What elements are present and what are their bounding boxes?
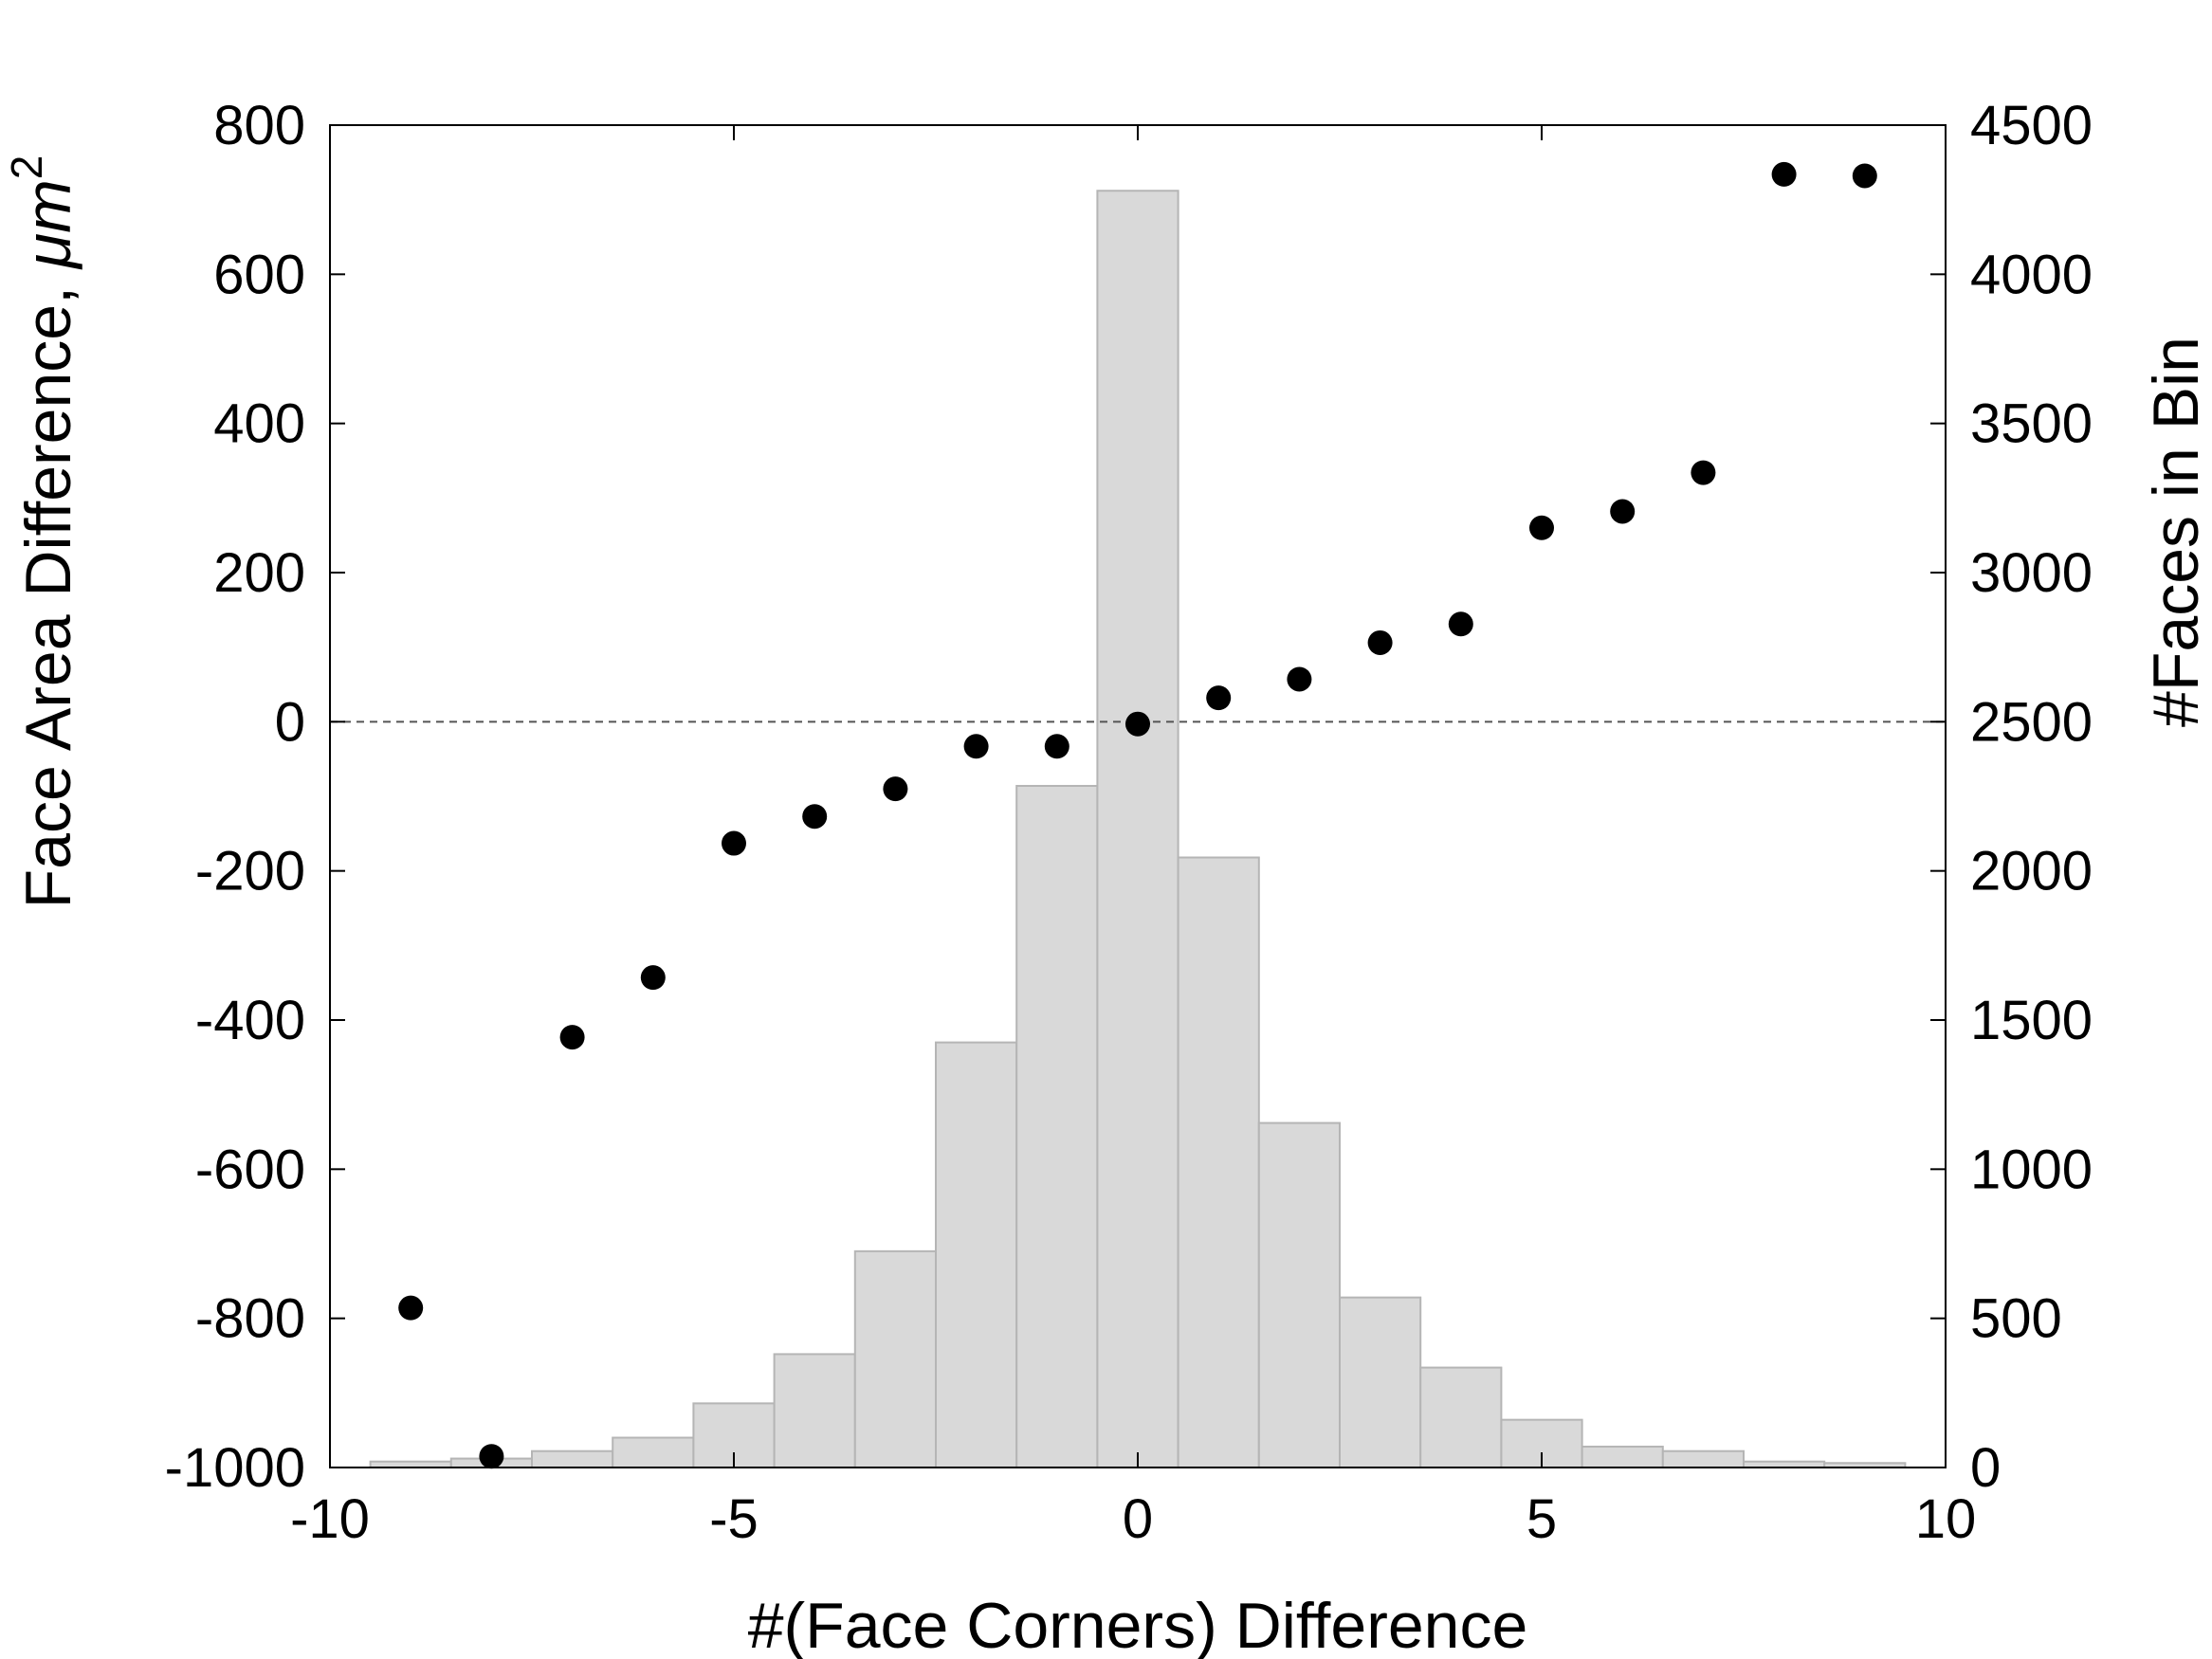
y-right-tick-label: 3000 (1970, 542, 2093, 604)
histogram-bar (1015, 784, 1099, 1468)
histogram-bar (1257, 1121, 1342, 1469)
x-tick-labels: -10 -5 0 5 10 (290, 1488, 1976, 1550)
y-right-tick-label: 500 (1970, 1288, 2062, 1350)
scatter-point (479, 1444, 504, 1469)
scatter-point (722, 830, 746, 856)
x-axis-title: #(Face Corners) Difference (748, 1590, 1528, 1659)
y-right-tick-label: 3500 (1970, 393, 2093, 455)
scatter-point (640, 965, 666, 991)
y-left-tick-label: 0 (275, 691, 305, 753)
y-right-tick-label: 0 (1970, 1437, 2001, 1499)
histogram-bar (1177, 856, 1260, 1468)
scatter-layer (398, 161, 1877, 1469)
y-right-tick-label: 2500 (1970, 691, 2093, 753)
scatter-point (1125, 711, 1150, 737)
histogram-layer (369, 190, 1907, 1469)
histogram-bar (1581, 1445, 1664, 1469)
scatter-point (1529, 515, 1554, 540)
scatter-point (1044, 734, 1069, 759)
y-left-tick-label: 600 (213, 244, 305, 305)
x-tick-label: 10 (1915, 1488, 1977, 1550)
x-tick-label: -5 (709, 1488, 759, 1550)
y-left-axis-title-superscript: 2 (2, 155, 51, 180)
scatter-point (963, 734, 989, 759)
y-right-tick-labels: 0 500 1000 1500 2000 2500 3000 3500 4000 4500 (1970, 95, 2093, 1499)
scatter-point (1691, 460, 1716, 485)
scatter-point (1367, 629, 1393, 655)
histogram-bar (1096, 190, 1179, 1468)
y-left-tick-label: -600 (195, 1139, 305, 1200)
scatter-point (398, 1295, 424, 1321)
histogram-bar (531, 1449, 614, 1469)
scatter-point (1852, 163, 1877, 189)
histogram-bar (1339, 1296, 1422, 1469)
y-left-axis-title-main: Face Area Difference, (12, 268, 84, 908)
histogram-bar (612, 1436, 695, 1468)
scatter-point (802, 804, 828, 830)
y-right-tick-label: 1000 (1970, 1139, 2093, 1200)
x-tick-label: -10 (290, 1488, 370, 1550)
y-right-tick-label: 4500 (1970, 95, 2093, 156)
y-left-axis-title-unit: μm (12, 179, 84, 270)
y-left-tick-label: 200 (213, 542, 305, 604)
scatter-point (559, 1025, 585, 1050)
scatter-point (1610, 499, 1636, 524)
y-left-tick-label: 400 (213, 393, 305, 455)
x-tick-label: 5 (1526, 1488, 1557, 1550)
histogram-bar (773, 1353, 856, 1468)
x-tick-label: 0 (1123, 1488, 1153, 1550)
scatter-point (883, 776, 908, 802)
y-right-tick-label: 4000 (1970, 244, 2093, 305)
scatter-point (1771, 161, 1797, 187)
histogram-bar (1419, 1366, 1503, 1468)
y-left-tick-label: -1000 (165, 1437, 305, 1499)
y-left-tick-label: -200 (195, 841, 305, 902)
tick-marks-layer (329, 124, 1947, 1468)
y-left-axis-title: Face Area Difference, μm2 (2, 155, 84, 909)
y-right-axis-title: #Faces in Bin (2140, 337, 2212, 727)
y-left-tick-labels: -1000 -800 -600 -400 -200 0 200 400 600 800 (165, 95, 305, 1499)
y-right-tick-label: 1500 (1970, 990, 2093, 1051)
scatter-point (1448, 611, 1473, 637)
y-right-tick-label: 2000 (1970, 841, 2093, 902)
y-left-tick-label: -800 (195, 1288, 305, 1350)
y-left-tick-label: 800 (213, 95, 305, 156)
y-left-tick-label: -400 (195, 990, 305, 1051)
histogram-bar (935, 1041, 1018, 1468)
histogram-bar (1661, 1449, 1746, 1469)
scatter-point (1206, 685, 1232, 711)
scatter-point (1287, 666, 1312, 692)
histogram-bar (853, 1249, 937, 1469)
